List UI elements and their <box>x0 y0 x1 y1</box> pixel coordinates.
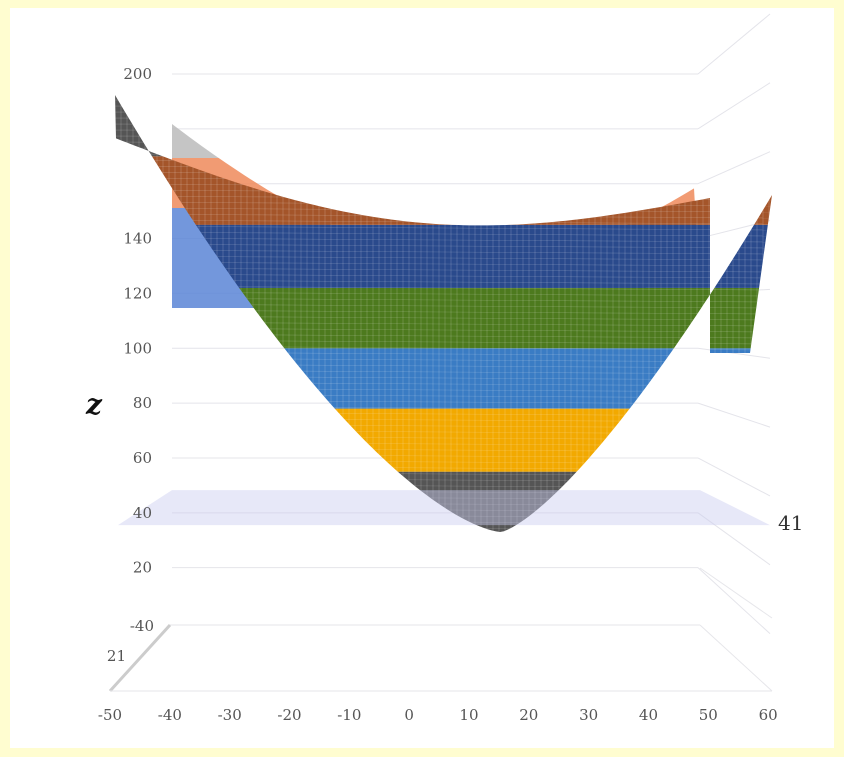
mesh-line <box>115 249 772 255</box>
floor-side-line <box>699 624 773 692</box>
mesh-line <box>110 544 780 548</box>
y-tick-label: 21 <box>107 647 126 665</box>
floor-axes <box>108 567 773 693</box>
x-tick-label: -40 <box>158 706 182 724</box>
mesh-line <box>115 117 772 123</box>
x-tick-label: 20 <box>519 706 538 724</box>
mesh-line <box>115 105 772 111</box>
mesh-line <box>115 225 772 231</box>
mesh-line <box>115 99 772 105</box>
x-axis-ticks: -50 -40 -30 -20 -10 0 10 20 30 40 50 60 <box>98 706 778 724</box>
back-band <box>172 124 698 158</box>
z-tick-label: 140 <box>123 230 152 248</box>
x-tick-label: -20 <box>277 706 301 724</box>
x-tick-label: 30 <box>579 706 598 724</box>
mesh-line <box>115 231 772 237</box>
x-tick-label: 0 <box>404 706 414 724</box>
mesh-line <box>110 88 780 92</box>
x-tick-label: -10 <box>337 706 361 724</box>
x-tick-label: -30 <box>218 706 242 724</box>
grid-depth-line <box>697 82 771 130</box>
mesh-line <box>115 111 772 117</box>
mesh-line <box>110 538 780 542</box>
z-tick-label: 60 <box>133 449 152 467</box>
grid-depth-line <box>697 13 771 75</box>
y-tick-label: -40 <box>130 617 154 635</box>
z-tick-label: 100 <box>123 339 152 357</box>
x-tick-label: 50 <box>699 706 718 724</box>
z-tick-label: 20 <box>133 559 152 577</box>
mesh-line <box>115 531 772 532</box>
z-tick-label: 40 <box>133 504 152 522</box>
mesh-line <box>115 123 772 129</box>
chart-panel: 200 140 120 100 80 60 40 20 -50 -40 -30 -20 -10 0 10 2… <box>10 8 834 748</box>
reference-plane <box>118 490 770 526</box>
z-tick-label: 200 <box>123 65 152 83</box>
mesh-line <box>115 255 772 261</box>
grid-depth-line <box>697 512 771 566</box>
grid-depth-line <box>697 567 771 635</box>
z-tick-label: 80 <box>133 394 152 412</box>
grid-depth-line <box>697 151 771 185</box>
grid-depth-line <box>697 402 771 428</box>
z-axis-label: z <box>85 388 103 421</box>
x-tick-label: 40 <box>639 706 658 724</box>
floor-side-line <box>699 567 773 619</box>
x-tick-label: 60 <box>759 706 778 724</box>
mesh-line <box>115 147 772 153</box>
mesh-line <box>115 141 772 147</box>
plane-value-label: 41 <box>778 511 803 535</box>
mesh-line <box>115 237 772 243</box>
mesh-line <box>115 135 772 141</box>
plane-surface <box>118 490 770 526</box>
mesh-line <box>115 525 772 531</box>
mesh-line <box>115 261 772 267</box>
x-tick-label: 10 <box>459 706 478 724</box>
mesh-line <box>115 95 772 99</box>
surface-chart: 200 140 120 100 80 60 40 20 -50 -40 -30 -20 -10 0 10 2… <box>85 13 803 724</box>
grid-depth-line <box>697 457 771 497</box>
x-tick-label: -50 <box>98 706 122 724</box>
mesh-line <box>115 129 772 135</box>
surface-band <box>115 95 772 157</box>
y-axis-line <box>108 623 172 693</box>
z-axis-ticks: 200 140 120 100 80 60 40 20 <box>123 65 152 577</box>
z-tick-label: 120 <box>123 284 152 302</box>
mesh-line <box>115 243 772 249</box>
